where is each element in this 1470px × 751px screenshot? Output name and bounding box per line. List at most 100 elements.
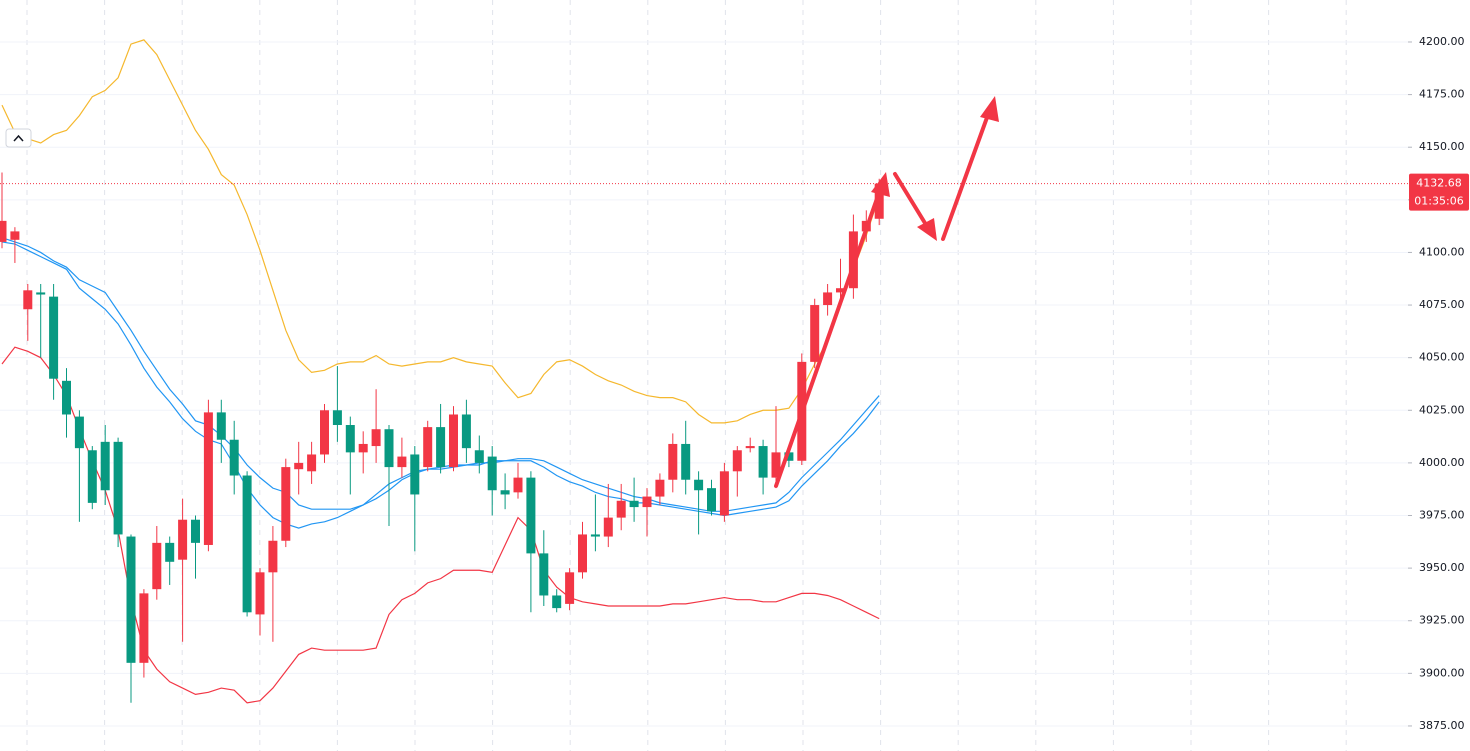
- candle-body: [0, 220, 7, 242]
- candle-body: [823, 292, 833, 306]
- candle-body: [332, 410, 342, 426]
- candle-body: [345, 425, 355, 453]
- candle-body: [384, 429, 394, 468]
- candle-body: [590, 534, 600, 537]
- candle-body: [719, 471, 729, 516]
- candle-body: [681, 443, 691, 480]
- candle-body: [113, 441, 123, 535]
- candle-body: [62, 380, 71, 415]
- candle-body: [461, 414, 471, 449]
- candle-body: [242, 475, 252, 613]
- candle-body: [100, 441, 110, 491]
- price-axis: [1408, 0, 1470, 751]
- chevron-icon: [13, 134, 24, 142]
- candle-body: [707, 488, 716, 512]
- candle-body: [10, 231, 20, 240]
- grid: [0, 0, 1408, 751]
- candle-body: [836, 288, 845, 293]
- candle-body: [668, 443, 678, 480]
- candle-body: [126, 536, 136, 663]
- candle-body: [771, 452, 781, 478]
- arrow-up-line: [774, 188, 882, 488]
- y-tick-label: 4200.00: [1419, 35, 1465, 48]
- arrow-head: [980, 96, 999, 122]
- candle-body: [49, 296, 59, 379]
- candle-body: [474, 450, 484, 463]
- y-tick-label: 4000.00: [1419, 456, 1465, 469]
- candle-body: [732, 450, 742, 472]
- candle-body: [87, 450, 97, 503]
- y-tick-label: 4025.00: [1419, 403, 1465, 416]
- candle-body: [423, 427, 433, 468]
- candle-body: [449, 414, 458, 468]
- candle-body: [642, 496, 652, 508]
- candle-body: [539, 553, 549, 596]
- arrow-up-line: [941, 110, 991, 241]
- candle-body: [487, 456, 497, 491]
- candle-body: [552, 595, 562, 609]
- candle-body: [255, 572, 265, 615]
- candle-body: [655, 479, 665, 497]
- candle-body: [397, 456, 407, 468]
- candle-body: [616, 500, 626, 518]
- candle-body: [694, 479, 704, 491]
- indicator-line: [1, 39, 880, 424]
- candle-body: [758, 446, 768, 478]
- price-tag-value: 4132.68: [1416, 177, 1462, 190]
- plot-area: [0, 39, 1408, 704]
- arrow-head: [917, 218, 937, 241]
- candle-body: [410, 454, 420, 495]
- y-tick-label: 4100.00: [1419, 245, 1465, 258]
- indicator-line: [1, 241, 880, 529]
- candle-body: [268, 540, 278, 573]
- arrow-down-line: [893, 172, 930, 230]
- candle-body: [139, 593, 149, 663]
- y-tick-label: 4075.00: [1419, 298, 1465, 311]
- candle-body: [165, 542, 175, 562]
- candle-body: [203, 412, 213, 545]
- y-tick-label: 3925.00: [1419, 614, 1465, 627]
- y-tick-label: 3875.00: [1419, 719, 1465, 732]
- candle-body: [216, 412, 226, 440]
- y-tick-label: 4050.00: [1419, 351, 1465, 364]
- candle-body: [565, 572, 575, 604]
- candle-body: [320, 410, 329, 455]
- candle-body: [281, 467, 291, 541]
- candle-body: [436, 427, 446, 468]
- candle-body: [294, 462, 304, 470]
- y-tick-label: 4175.00: [1419, 88, 1465, 101]
- candle-body: [74, 416, 84, 449]
- drawn-arrows: [774, 96, 999, 488]
- candle-body: [513, 477, 523, 493]
- candle-body: [578, 534, 587, 573]
- arrow-head: [871, 172, 890, 197]
- candle-body: [191, 519, 200, 543]
- price-axis-labels: 4200.004175.004150.004125.004100.004075.…: [1408, 35, 1469, 732]
- price-tag-countdown: 01:35:06: [1414, 195, 1463, 208]
- candle-body: [784, 452, 794, 461]
- candle-body: [229, 439, 239, 476]
- candle-body: [152, 542, 162, 590]
- button-frame[interactable]: [5, 128, 32, 148]
- candle-body: [603, 517, 613, 537]
- candle-body: [629, 500, 639, 508]
- y-tick-label: 3950.00: [1419, 561, 1465, 574]
- y-tick-label: 3900.00: [1419, 666, 1465, 679]
- candle-body: [745, 446, 755, 449]
- candle-body: [36, 292, 46, 295]
- y-tick-label: 3975.00: [1419, 509, 1465, 522]
- candle-body: [23, 290, 33, 310]
- price-tag: [1409, 173, 1469, 211]
- candle-body: [307, 454, 317, 472]
- candle-body: [500, 490, 510, 495]
- candle-body: [358, 443, 368, 453]
- candle-body: [874, 183, 884, 219]
- candle-body: [371, 429, 381, 447]
- candle-body: [178, 519, 188, 560]
- candle-body: [810, 305, 820, 362]
- collapse-button[interactable]: [5, 128, 32, 148]
- y-tick-label: 4150.00: [1419, 140, 1465, 153]
- candle-body: [526, 477, 536, 554]
